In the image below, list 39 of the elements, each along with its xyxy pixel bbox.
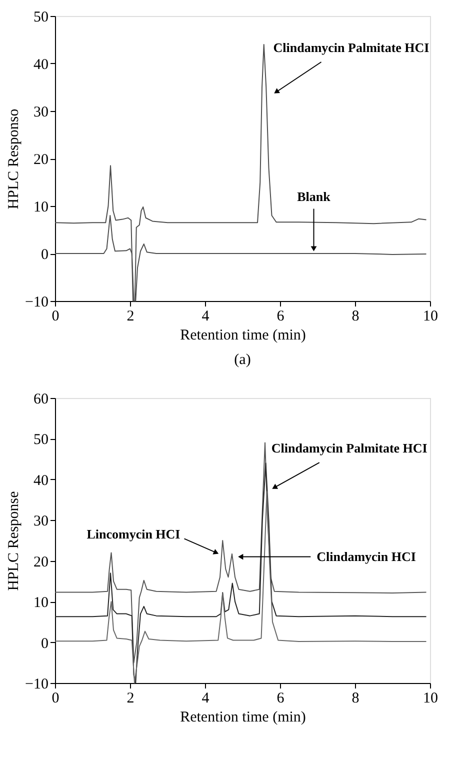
y-tick-label: 30 <box>34 514 48 530</box>
x-tick-label: 6 <box>276 308 285 324</box>
y-tick-label: 60 <box>34 392 48 408</box>
annotation: Blank <box>297 188 332 204</box>
annotation: Clindamycin HCI <box>316 548 416 564</box>
y-tick-label: 10 <box>34 200 48 216</box>
x-tick-label: 0 <box>52 690 60 706</box>
y-tick-label: 50 <box>34 10 48 26</box>
x-tick-label: 2 <box>126 690 134 706</box>
y-tick-label: −10 <box>25 294 48 310</box>
x-tick-label: 4 <box>202 690 210 706</box>
x-tick-label: 8 <box>352 690 360 706</box>
x-tick-label: 10 <box>423 308 438 324</box>
x-tick-label: 4 <box>202 308 210 324</box>
line-series <box>54 44 427 302</box>
y-tick-label: 10 <box>34 595 48 612</box>
y-tick-label: 50 <box>34 432 48 448</box>
y-tick-label: 30 <box>34 104 48 120</box>
y-axis-title: HPLC Response <box>6 490 22 591</box>
x-axis-title: Retention time (min) <box>180 328 306 344</box>
annotation: Clindamycin Palmitate HCI <box>273 40 430 55</box>
x-tick-label: 0 <box>52 308 60 324</box>
text: (a) <box>234 352 251 368</box>
x-tick-label: 2 <box>126 308 134 324</box>
y-tick-label: 0 <box>41 636 48 652</box>
annotation: Lincomycin HCI <box>86 526 180 542</box>
y-axis-title: HPLC Responso <box>6 108 22 210</box>
y-tick-label: 40 <box>34 57 48 73</box>
x-tick-label: 8 <box>352 308 360 324</box>
y-tick-label: 20 <box>34 554 48 570</box>
annotation: Clindamycin Palmitate HCI <box>271 440 428 456</box>
x-tick-label: 10 <box>423 690 438 706</box>
y-tick-label: 40 <box>34 472 48 489</box>
x-axis-title: Retention time (min) <box>180 710 306 726</box>
y-tick-label: 20 <box>34 152 48 168</box>
y-tick-label: −10 <box>25 676 48 692</box>
x-tick-label: 6 <box>276 690 285 706</box>
line-series <box>54 442 427 664</box>
y-tick-label: 0 <box>41 247 48 263</box>
